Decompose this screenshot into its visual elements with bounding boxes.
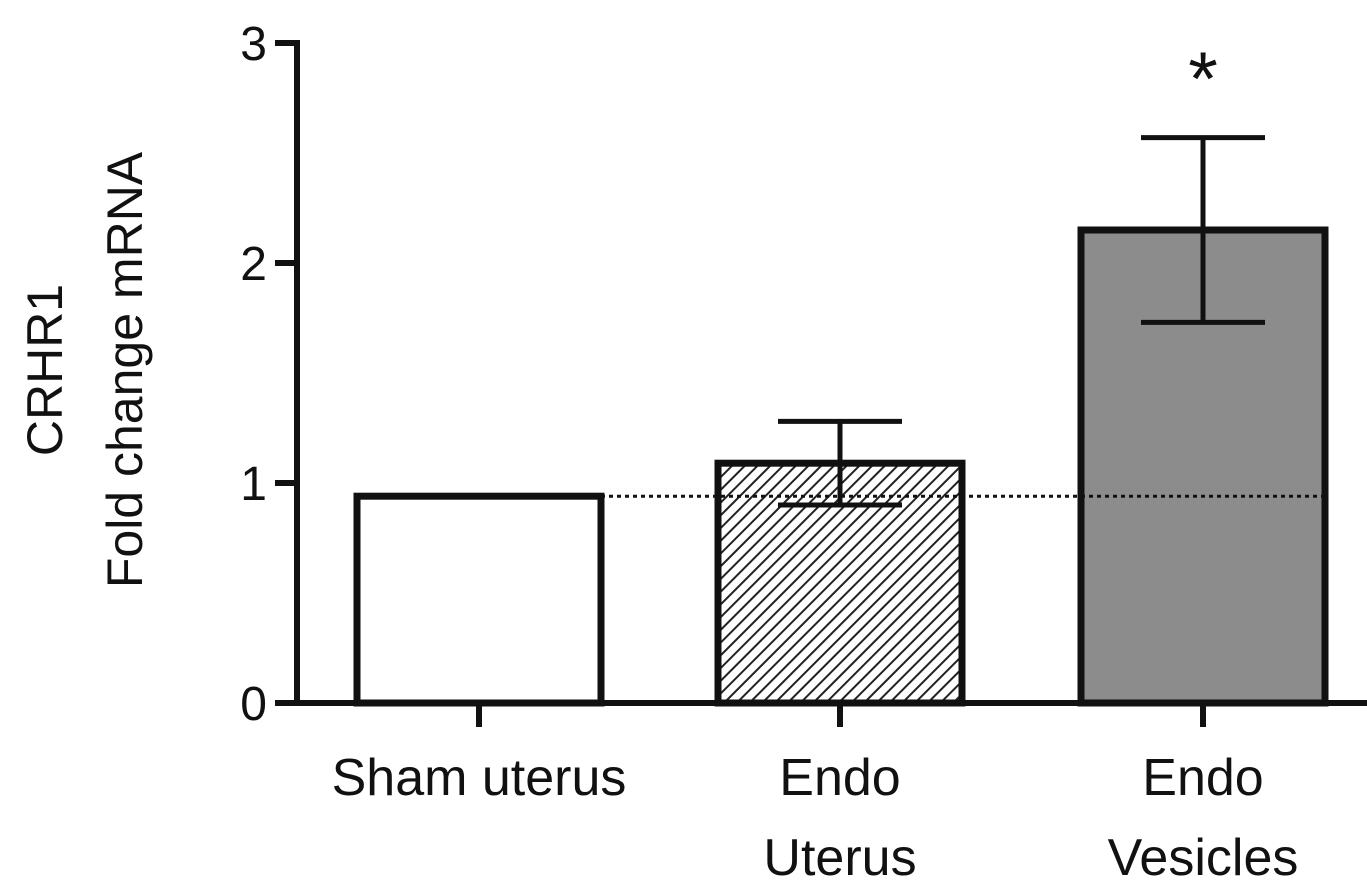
y-axis-label: CRHR1	[17, 284, 73, 456]
y-tick-label: 2	[240, 238, 267, 291]
y-axis-label: Fold change mRNA	[97, 151, 153, 588]
x-tick-label: Endo Vesicles	[1108, 749, 1299, 882]
bar	[353, 492, 605, 707]
x-tick-label: Sham uterus	[332, 749, 627, 807]
y-tick-label: 1	[240, 458, 267, 511]
annotation: *	[1188, 37, 1218, 122]
error-bar	[1141, 135, 1265, 325]
y-tick-label: 3	[240, 18, 267, 71]
x-tick-label: Endo Uterus	[763, 749, 916, 882]
error-bar	[778, 418, 902, 508]
y-tick-label: 0	[240, 678, 267, 731]
